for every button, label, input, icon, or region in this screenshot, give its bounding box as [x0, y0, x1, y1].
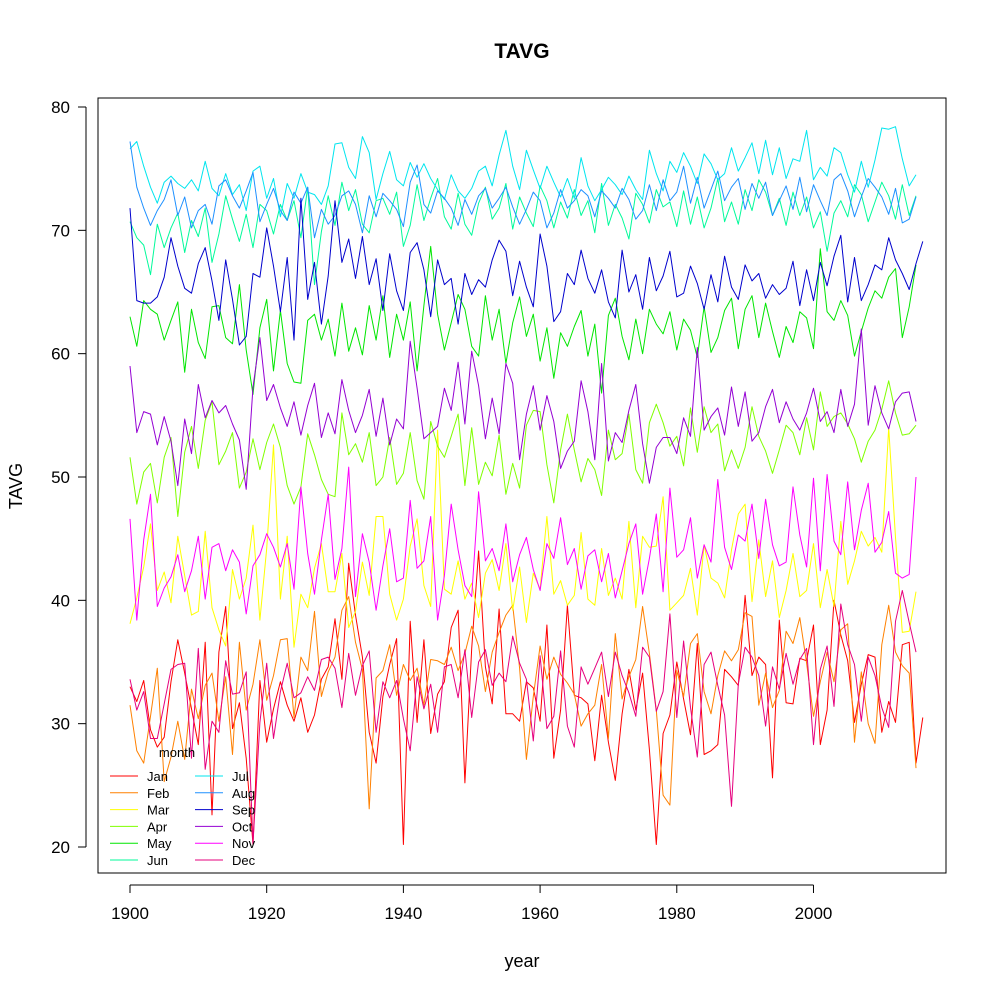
legend-label-jul: Jul: [232, 769, 249, 784]
x-tick-label: 2000: [795, 904, 833, 923]
plot-frame: [97, 97, 947, 874]
series-line-sep: [129, 197, 924, 346]
legend-label-mar: Mar: [147, 803, 170, 818]
y-tick-label: 80: [51, 98, 70, 117]
legend-label-apr: Apr: [147, 819, 168, 834]
x-tick-label: 1940: [384, 904, 422, 923]
series-line-dec: [129, 590, 917, 844]
legend-label-jun: Jun: [147, 853, 168, 868]
series-line-aug: [129, 141, 917, 239]
series-line-apr: [129, 380, 917, 517]
legend-label-feb: Feb: [147, 786, 169, 801]
chart-title: TAVG: [494, 40, 549, 63]
series-group: [129, 126, 924, 845]
series-line-nov: [129, 466, 917, 621]
y-tick-label: 40: [51, 591, 70, 610]
x-tick-label: 1980: [658, 904, 696, 923]
x-tick-label: 1900: [111, 904, 149, 923]
y-tick-label: 30: [51, 715, 70, 734]
series-line-feb: [129, 596, 917, 810]
series-line-jul: [129, 126, 917, 218]
legend-label-oct: Oct: [232, 819, 253, 834]
y-tick-label: 20: [51, 838, 70, 857]
legend-label-sep: Sep: [232, 803, 255, 818]
x-axis-label: year: [504, 951, 539, 971]
legend-label-jan: Jan: [147, 769, 168, 784]
y-axis: 20 30 40 50 60 70 80: [51, 98, 87, 857]
y-axis-label: TAVG: [6, 463, 26, 509]
y-tick-label: 50: [51, 468, 70, 487]
series-line-may: [129, 245, 917, 395]
x-tick-label: 1920: [248, 904, 286, 923]
y-tick-label: 70: [51, 221, 70, 240]
legend-label-nov: Nov: [232, 836, 256, 851]
y-tick-label: 60: [51, 345, 70, 364]
legend-title: month: [159, 745, 195, 760]
x-tick-label: 1960: [521, 904, 559, 923]
series-line-jun: [129, 178, 917, 286]
series-line-mar: [129, 427, 917, 648]
legend-label-aug: Aug: [232, 786, 255, 801]
legend-label-may: May: [147, 836, 172, 851]
legend-label-dec: Dec: [232, 853, 256, 868]
series-line-oct: [129, 328, 917, 490]
x-axis: 1900 1920 1940 1960 1980 2000: [111, 884, 833, 923]
